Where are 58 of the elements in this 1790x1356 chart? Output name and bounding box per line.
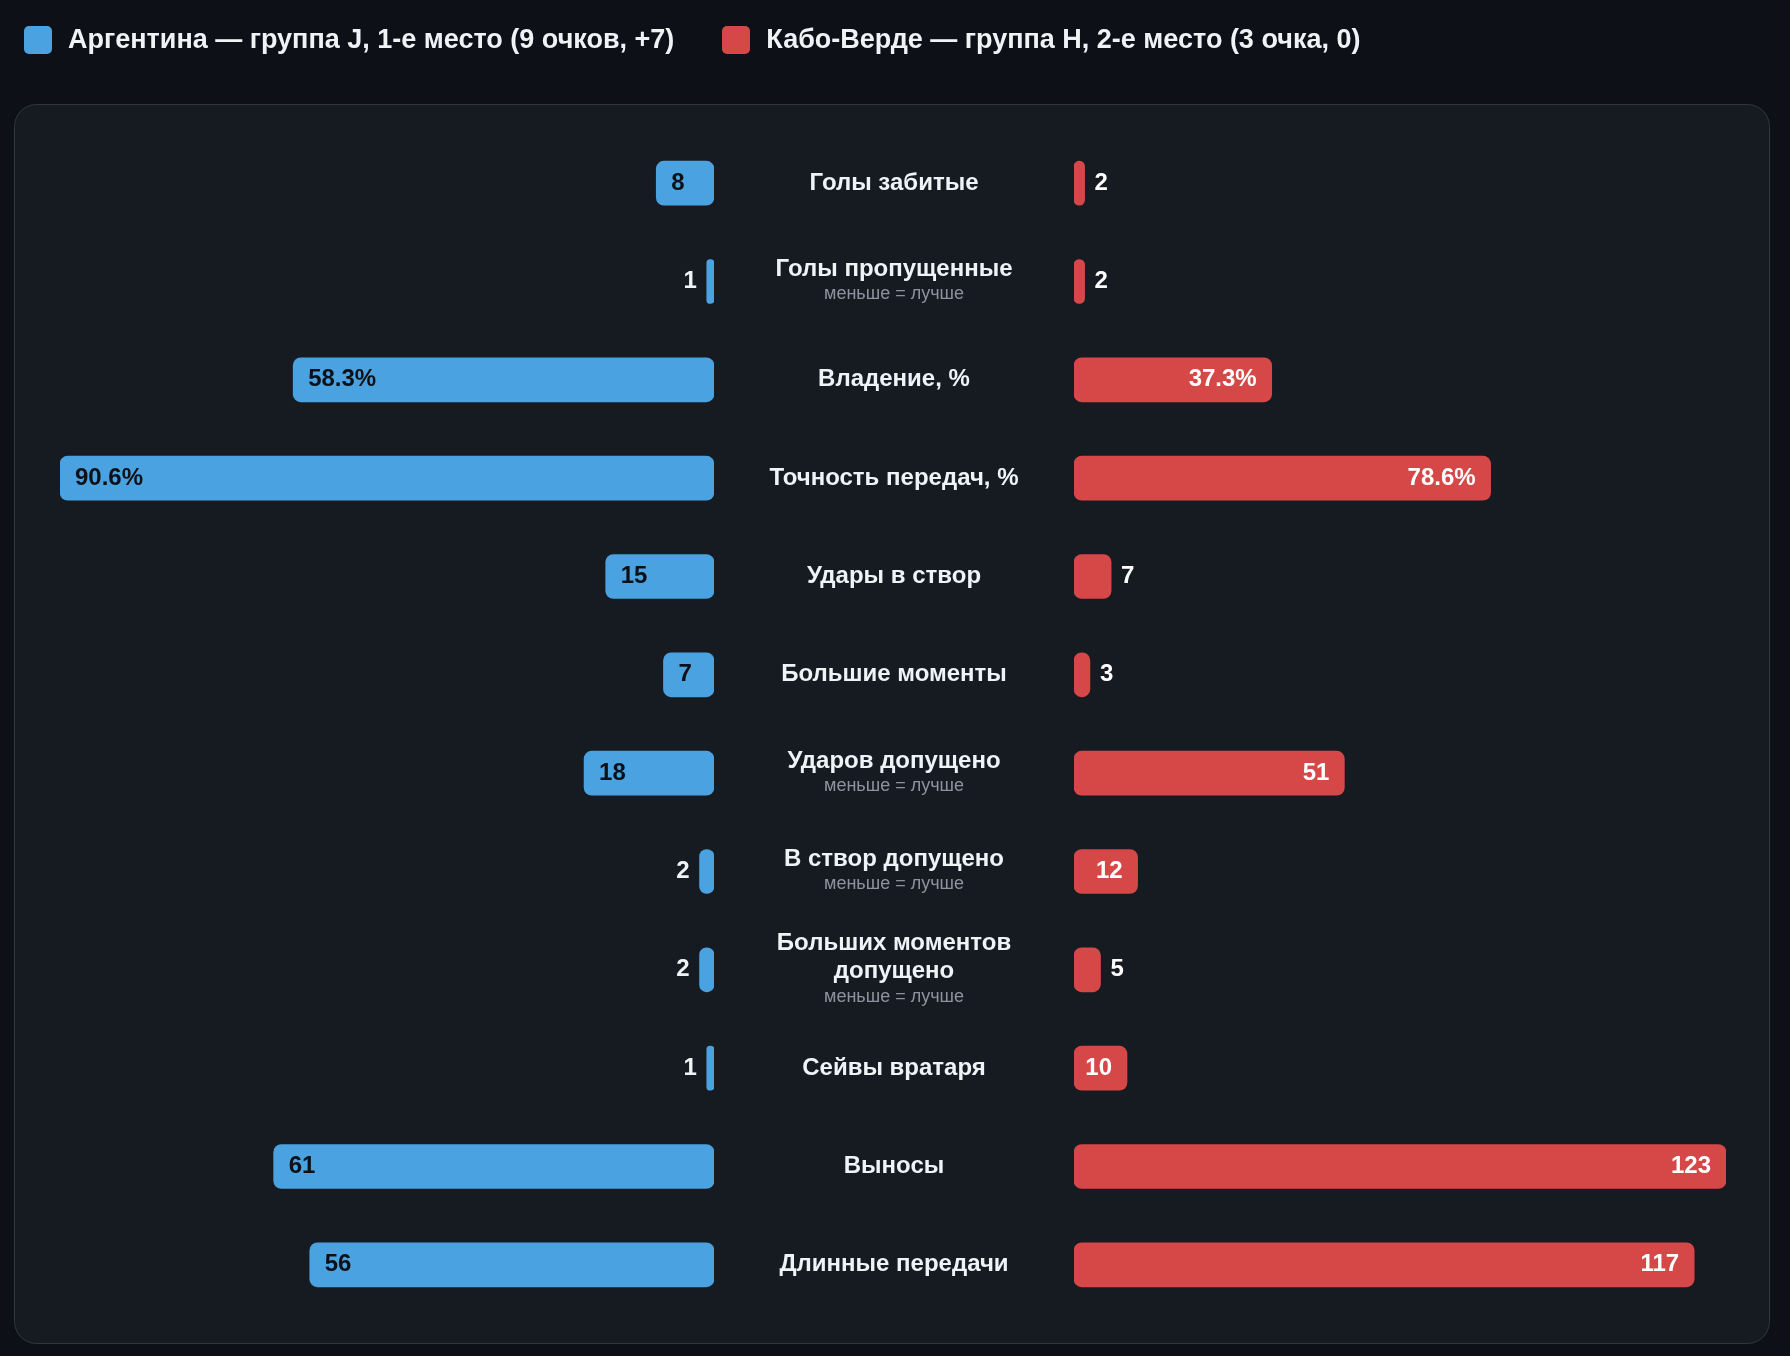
- bar: [1074, 947, 1101, 993]
- data-label: 10: [1085, 1052, 1113, 1080]
- bar: [706, 1045, 714, 1091]
- data-label: 8: [671, 167, 685, 195]
- bar: [1074, 1242, 1695, 1288]
- y-tick-label: Длинные передачи: [779, 1249, 1009, 1277]
- data-label: 2: [1094, 167, 1108, 195]
- bar: [1074, 259, 1085, 304]
- data-label: 117: [1640, 1249, 1680, 1277]
- data-label: 18: [599, 757, 626, 785]
- data-label: 56: [324, 1249, 352, 1277]
- data-label: 15: [620, 561, 648, 589]
- y-tick-label: Владение, %: [818, 364, 970, 392]
- bar: [1074, 160, 1085, 206]
- data-label: 123: [1670, 1151, 1711, 1179]
- bar: [1074, 554, 1112, 599]
- bar: [655, 160, 714, 206]
- legend-label: Аргентина — группа J, 1-е место (9 очков, +7): [68, 24, 675, 55]
- bar: [273, 1144, 714, 1189]
- data-label: 1: [683, 266, 697, 294]
- y-tick-label: Ударов допущено меньше = лучше: [787, 745, 1001, 796]
- y-tick-label: Точность передач, %: [769, 462, 1019, 490]
- bar: [605, 554, 714, 599]
- data-label: 2: [1094, 266, 1108, 294]
- bar: [1074, 357, 1273, 403]
- bar: [292, 357, 714, 403]
- data-label: 90.6%: [75, 462, 144, 490]
- y-tick-label: В створ допущено меньше = лучше: [783, 844, 1005, 894]
- y-tick-label: Большие моменты: [781, 659, 1007, 687]
- data-label: 12: [1095, 856, 1123, 884]
- bar: [583, 750, 714, 796]
- data-label: 2: [676, 856, 690, 884]
- bar: [1074, 1144, 1726, 1189]
- data-label: 78.6%: [1407, 462, 1476, 490]
- data-label: 7: [1121, 561, 1135, 589]
- y-tick-label: Удары в створ: [806, 561, 982, 589]
- y-tick-label: Сейвы вратаря: [802, 1052, 986, 1080]
- data-label: 5: [1110, 954, 1124, 982]
- data-label: 1: [683, 1052, 697, 1080]
- data-label: 58.3%: [308, 364, 377, 392]
- legend-label: Кабо-Верде — группа H, 2-е место (3 очка, 0): [766, 24, 1361, 55]
- y-tick-label: Больших моментов допущено меньше = лучше: [776, 928, 1012, 1006]
- y-tick-label: Голы забитые: [809, 167, 979, 195]
- bar: [1074, 849, 1138, 894]
- y-tick-label: Голы пропущенные меньше = лучше: [775, 254, 1013, 304]
- data-label: 3: [1099, 659, 1114, 687]
- bar: [663, 652, 714, 698]
- data-label: 51: [1302, 757, 1330, 785]
- data-label: 2: [676, 954, 690, 982]
- data-label: 7: [678, 659, 692, 687]
- bar: [1074, 750, 1345, 796]
- bar: [309, 1242, 714, 1288]
- data-label: 37.3%: [1188, 364, 1257, 392]
- y-tick-label: Выносы: [843, 1151, 945, 1179]
- bar: [60, 455, 714, 501]
- bar: [706, 259, 714, 304]
- bar: [1074, 455, 1491, 501]
- data-label: 61: [288, 1151, 316, 1179]
